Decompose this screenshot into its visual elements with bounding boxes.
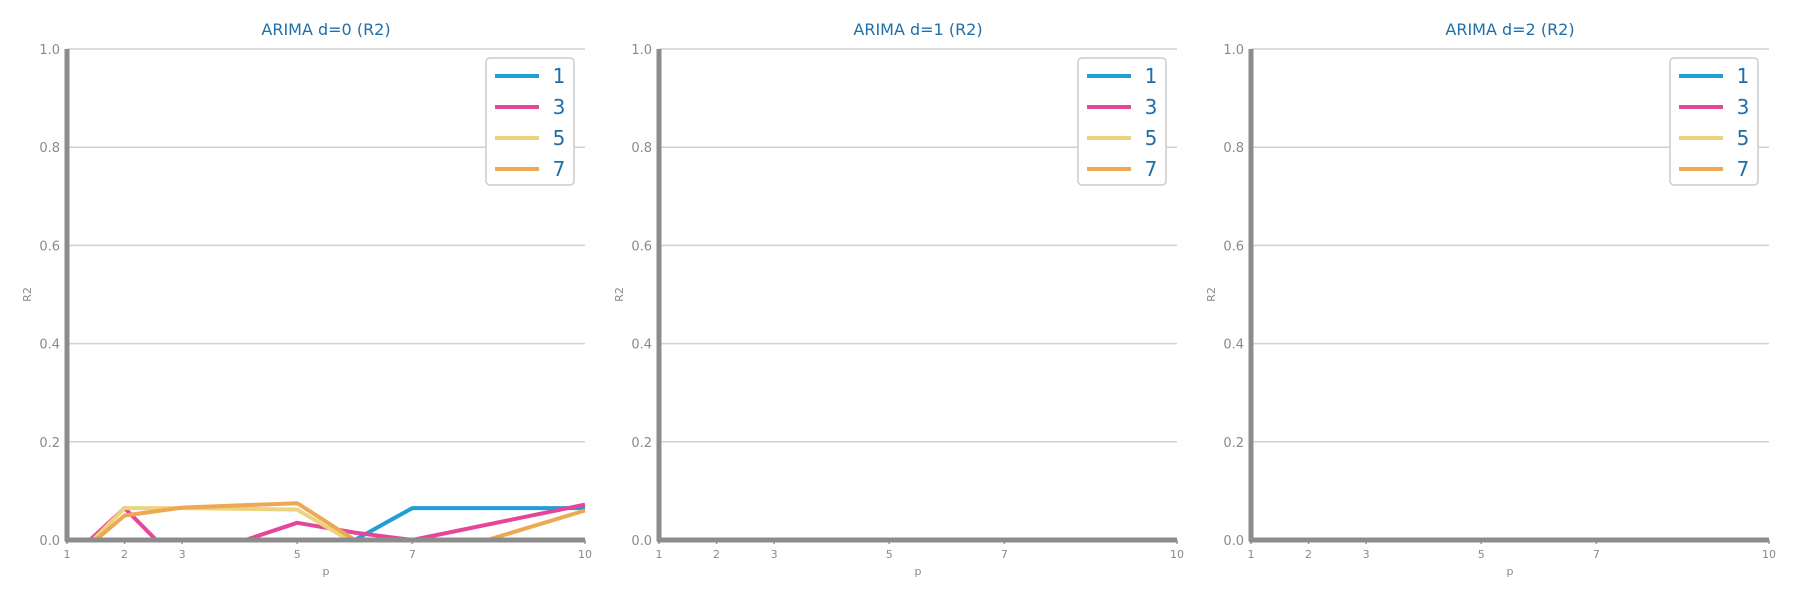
legend-label: 3: [1145, 95, 1158, 119]
y-tick-label: 0.0: [39, 534, 60, 549]
y-axis-label: R2: [21, 287, 34, 302]
y-axis-label: R2: [1205, 287, 1218, 302]
chart-title: ARIMA d=0 (R2): [261, 20, 390, 39]
x-axis-label: p: [323, 565, 330, 578]
legend-label: 1: [1145, 64, 1158, 88]
x-tick-label: 3: [179, 548, 186, 561]
legend-label: 7: [1145, 157, 1158, 181]
y-tick-label: 1.0: [39, 43, 60, 58]
y-tick-label: 0.8: [1223, 141, 1244, 156]
legend-label: 5: [1145, 126, 1158, 150]
y-tick-label: 0.4: [39, 338, 60, 353]
legend-box: [1077, 57, 1167, 186]
y-tick-label: 0.0: [1223, 534, 1244, 549]
x-tick-label: 1: [1248, 548, 1255, 561]
chart-title: ARIMA d=2 (R2): [1445, 20, 1574, 39]
chart-title: ARIMA d=1 (R2): [853, 20, 982, 39]
y-tick-label: 0.8: [631, 141, 652, 156]
legend: 1 3 5 7: [485, 57, 575, 186]
y-tick-label: 0.2: [39, 436, 60, 451]
x-tick-label: 1: [656, 548, 663, 561]
x-tick-label: 2: [1305, 548, 1312, 561]
legend-label: 1: [553, 64, 566, 88]
y-tick-label: 0.4: [631, 338, 652, 353]
legend-label: 7: [553, 157, 566, 181]
x-tick-label: 5: [1478, 548, 1485, 561]
x-tick-label: 10: [1762, 548, 1776, 561]
legend: 1 3 5 7: [1077, 57, 1167, 186]
x-tick-label: 2: [713, 548, 720, 561]
x-tick-label: 3: [1363, 548, 1370, 561]
legend-box: [485, 57, 575, 186]
legend-label: 3: [553, 95, 566, 119]
y-tick-label: 0.2: [631, 436, 652, 451]
x-tick-label: 1: [64, 548, 71, 561]
chart-panel-2: 0.0 0.2 0.4 0.6 0.8 1.0 1 2 3 5 7 10 ARIMA d=1 (R2) p…: [613, 20, 1184, 578]
y-tick-label: 0.6: [631, 239, 652, 254]
y-tick-label: 0.0: [631, 534, 652, 549]
x-tick-label: 7: [1001, 548, 1008, 561]
x-tick-label: 7: [1593, 548, 1600, 561]
legend-label: 7: [1737, 157, 1750, 181]
x-tick-label: 5: [294, 548, 301, 561]
series-line-5: [91, 506, 585, 542]
y-axis-label: R2: [613, 287, 626, 302]
x-tick-label: 10: [1170, 548, 1184, 561]
legend-label: 5: [1737, 126, 1750, 150]
legend-label: 1: [1737, 64, 1750, 88]
y-tick-label: 0.2: [1223, 436, 1244, 451]
x-tick-label: 10: [578, 548, 592, 561]
x-tick-label: 2: [121, 548, 128, 561]
chart-panel-1: 0.0 0.2 0.4 0.6 0.8 1.0 1 2 3 5 7 10 ARIMA d=0 (R2) p…: [21, 20, 592, 578]
y-tick-label: 1.0: [631, 43, 652, 58]
x-tick-label: 5: [886, 548, 893, 561]
x-axis-label: p: [1507, 565, 1514, 578]
y-tick-label: 0.6: [1223, 239, 1244, 254]
legend: 1 3 5 7: [1669, 57, 1759, 186]
y-tick-label: 0.6: [39, 239, 60, 254]
chart-panel-3: 0.0 0.2 0.4 0.6 0.8 1.0 1 2 3 5 7 10 ARIMA d=2 (R2) p…: [1205, 20, 1776, 578]
y-tick-label: 1.0: [1223, 43, 1244, 58]
x-tick-label: 3: [771, 548, 778, 561]
y-tick-label: 0.4: [1223, 338, 1244, 353]
legend-box: [1669, 57, 1759, 186]
legend-label: 3: [1737, 95, 1750, 119]
x-axis-label: p: [915, 565, 922, 578]
y-tick-label: 0.8: [39, 141, 60, 156]
x-tick-label: 7: [409, 548, 416, 561]
legend-label: 5: [553, 126, 566, 150]
